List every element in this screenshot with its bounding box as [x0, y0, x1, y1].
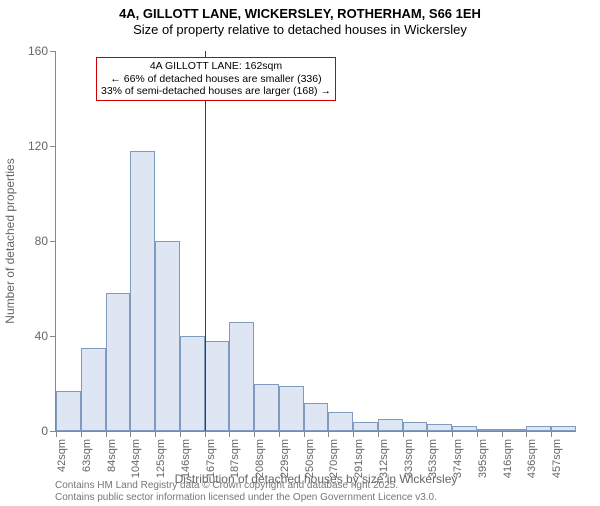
footer-line2: Contains public sector information licen…: [55, 492, 437, 504]
histogram-bar: [378, 419, 403, 431]
histogram-bar: [106, 293, 131, 431]
x-tick: [452, 431, 453, 437]
x-tick: [56, 431, 57, 437]
x-tick: [229, 431, 230, 437]
histogram-bar: [328, 412, 353, 431]
plot-area: 04080120160 42sqm63sqm84sqm104sqm125sqm1…: [55, 51, 576, 432]
y-tick-label: 80: [35, 234, 56, 248]
x-tick-label: 42sqm: [56, 439, 68, 472]
x-tick-label: 436sqm: [526, 439, 538, 478]
footer-credits: Contains HM Land Registry data © Crown c…: [55, 480, 437, 504]
annotation-line3: 33% of semi-detached houses are larger (…: [101, 85, 331, 98]
x-tick: [378, 431, 379, 437]
histogram-bar: [205, 341, 230, 431]
footer-line1: Contains HM Land Registry data © Crown c…: [55, 480, 437, 492]
annotation-line2: ← 66% of detached houses are smaller (33…: [101, 73, 331, 86]
chart-title-main: 4A, GILLOTT LANE, WICKERSLEY, ROTHERHAM,…: [0, 6, 600, 21]
x-tick: [180, 431, 181, 437]
x-tick: [81, 431, 82, 437]
y-tick-label: 160: [28, 44, 56, 58]
x-tick: [205, 431, 206, 437]
x-tick: [328, 431, 329, 437]
x-tick: [353, 431, 354, 437]
x-tick-label: 125sqm: [155, 439, 167, 478]
x-tick-label: 104sqm: [130, 439, 142, 478]
histogram-bar: [81, 348, 106, 431]
x-tick: [526, 431, 527, 437]
x-tick: [403, 431, 404, 437]
histogram-bar: [353, 422, 378, 432]
histogram-bar: [502, 429, 527, 431]
histogram-bar: [279, 386, 304, 431]
x-tick-label: 84sqm: [106, 439, 118, 472]
chart-title-sub: Size of property relative to detached ho…: [0, 22, 600, 37]
histogram-bar: [180, 336, 205, 431]
histogram-bar: [551, 426, 576, 431]
histogram-bar: [56, 391, 81, 431]
annotation-box: 4A GILLOTT LANE: 162sqm ← 66% of detache…: [96, 57, 336, 101]
histogram-bar: [254, 384, 279, 432]
x-tick-label: 395sqm: [477, 439, 489, 478]
histogram-bar: [526, 426, 551, 431]
y-tick-label: 40: [35, 329, 56, 343]
histogram-bar: [452, 426, 477, 431]
x-tick: [279, 431, 280, 437]
x-tick: [477, 431, 478, 437]
x-tick: [304, 431, 305, 437]
histogram-bar: [155, 241, 180, 431]
histogram-bar: [130, 151, 155, 431]
y-tick-label: 0: [41, 424, 56, 438]
x-tick: [502, 431, 503, 437]
histogram-bar: [229, 322, 254, 431]
y-axis-label: Number of detached properties: [3, 158, 17, 323]
marker-line: [205, 51, 206, 431]
histogram-bar: [304, 403, 329, 432]
histogram-bar: [477, 429, 502, 431]
x-tick: [551, 431, 552, 437]
annotation-line1: 4A GILLOTT LANE: 162sqm: [101, 60, 331, 73]
x-tick: [427, 431, 428, 437]
y-tick-label: 120: [28, 139, 56, 153]
histogram-bar: [427, 424, 452, 431]
histogram-bar: [403, 422, 428, 432]
x-tick-label: 457sqm: [551, 439, 563, 478]
x-tick: [254, 431, 255, 437]
x-tick: [155, 431, 156, 437]
x-tick: [106, 431, 107, 437]
x-tick-label: 416sqm: [502, 439, 514, 478]
x-tick-label: 63sqm: [81, 439, 93, 472]
x-tick: [130, 431, 131, 437]
